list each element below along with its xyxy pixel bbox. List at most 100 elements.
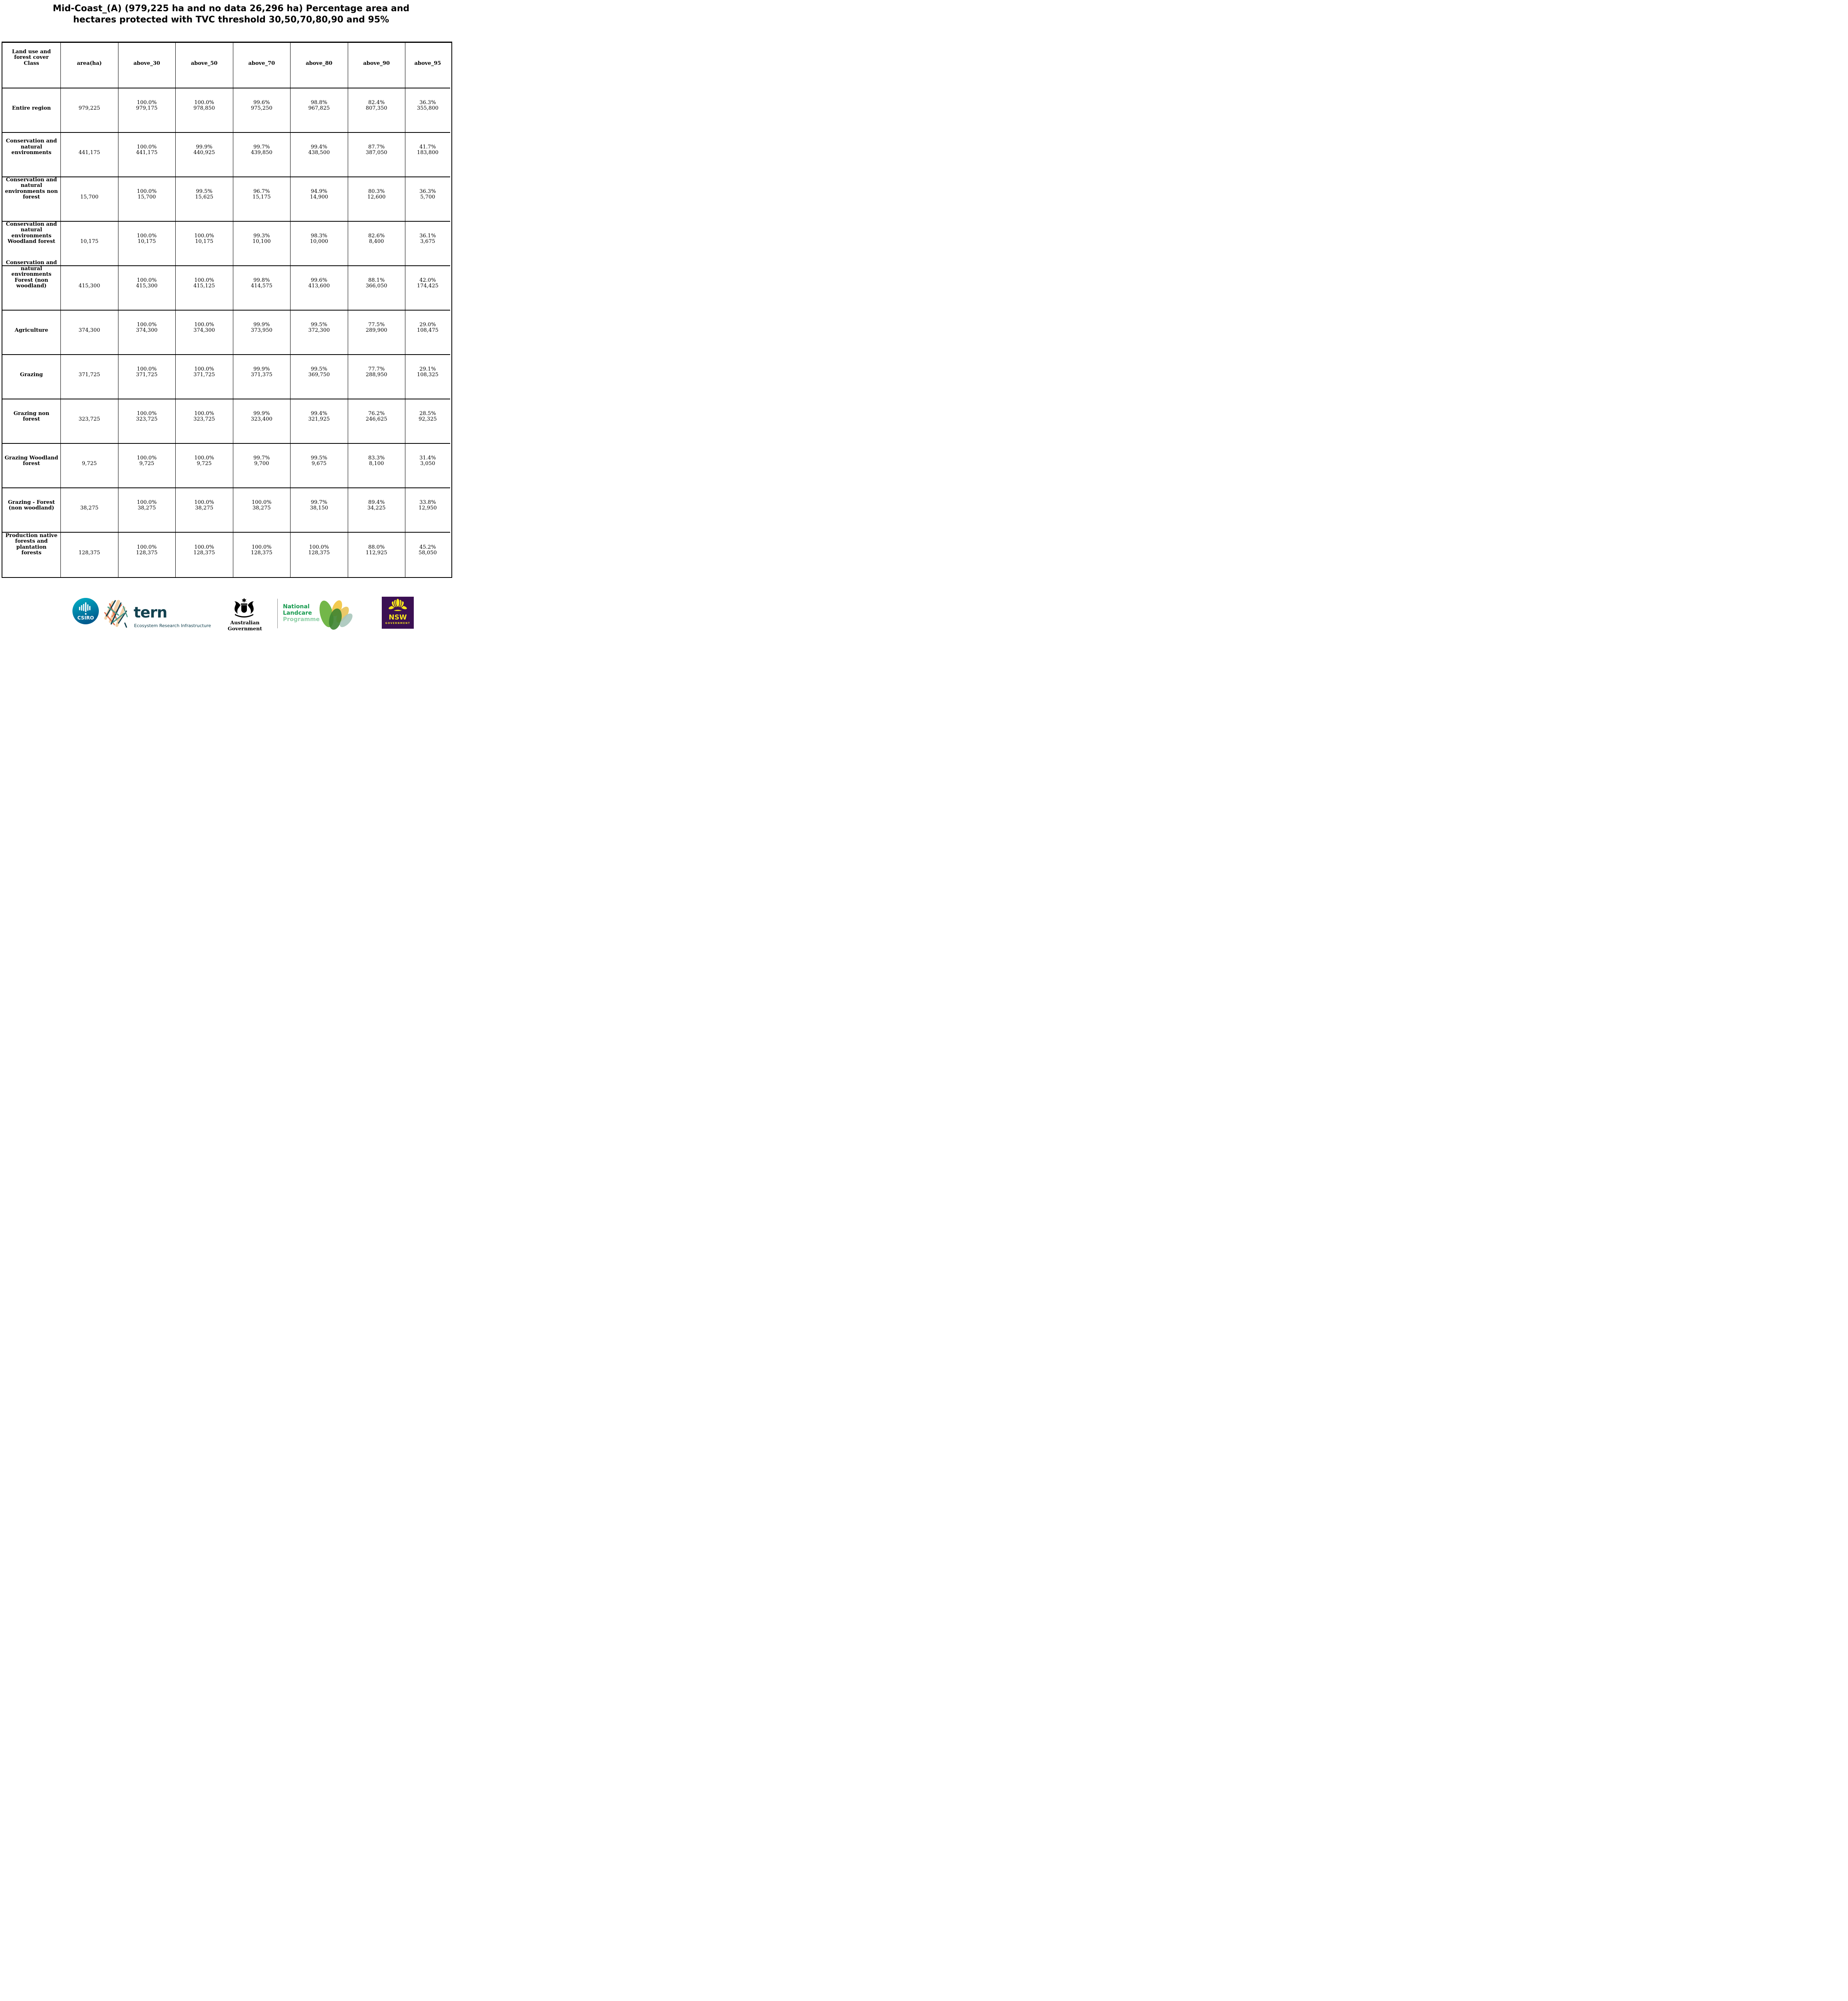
value-cell: 99.6% 975,250 (233, 88, 291, 133)
csiro-starburst-icon (79, 602, 90, 615)
column-header-above_95-text: above_95 (414, 60, 441, 66)
value-cell: 28.5% 92,325 (405, 399, 450, 444)
row-label-text: Production native forests and plantation… (5, 532, 58, 556)
value-cell-text: 82.4% 807,350 (365, 99, 387, 112)
value-cell: 31.4% 3,050 (405, 444, 450, 488)
value-cell: 89.4% 34,225 (348, 488, 405, 533)
area-cell: 38,275 (61, 488, 118, 533)
value-cell-text: 36.3% 355,800 (417, 99, 439, 112)
column-header-above_50-text: above_50 (190, 60, 218, 66)
value-cell: 100.0% 415,300 (118, 266, 176, 311)
value-cell-text: 36.3% 5,700 (419, 188, 436, 201)
value-cell: 100.0% 979,175 (118, 88, 176, 133)
value-cell-text: 77.7% 288,950 (365, 366, 387, 378)
value-cell: 29.1% 108,325 (405, 355, 450, 399)
area-cell-text: 371,725 (78, 372, 100, 378)
row-label: Production native forests and plantation… (2, 533, 61, 577)
value-cell-text: 100.0% 9,725 (136, 455, 157, 467)
row-label: Conservation and natural environments Wo… (2, 221, 61, 266)
landcare-line-1: National (283, 604, 310, 610)
area-cell-text: 441,175 (78, 150, 100, 156)
value-cell-text: 41.7% 183,800 (417, 144, 439, 156)
value-cell: 100.0% 371,725 (176, 355, 233, 399)
value-cell-text: 42.0% 174,425 (417, 277, 439, 289)
australian-government-label: Australian Government (228, 620, 262, 632)
tern-subtitle: Ecosystem Research Infrastructure (134, 623, 211, 628)
value-cell-text: 100.0% 374,300 (136, 321, 158, 334)
value-cell-text: 100.0% 371,725 (136, 366, 158, 378)
value-cell-text: 100.0% 38,275 (194, 499, 214, 511)
value-cell-text: 99.6% 413,600 (308, 277, 330, 289)
nsw-government-label: GOVERNMENT (385, 622, 411, 625)
australian-government-crest-icon (235, 598, 254, 618)
area-cell-text: 38,275 (80, 505, 99, 511)
row-label: Agriculture (2, 311, 61, 355)
value-cell: 36.1% 3,675 (405, 222, 450, 266)
column-header-area(ha)-text: area(ha) (77, 60, 102, 66)
column-header-class: Land use and forest cover Class (2, 43, 61, 88)
value-cell-text: 99.7% 9,700 (253, 455, 270, 467)
column-header-class-text: Land use and forest cover Class (12, 48, 51, 66)
value-cell-text: 99.9% 323,400 (251, 410, 273, 423)
area-cell: 128,375 (61, 533, 118, 577)
value-cell-text: 100.0% 128,375 (193, 544, 215, 556)
area-cell: 415,300 (61, 266, 118, 311)
area-cell: 374,300 (61, 311, 118, 355)
value-cell-text: 100.0% 415,125 (193, 277, 215, 289)
value-cell: 87.7% 387,050 (348, 133, 405, 177)
area-cell-text: 10,175 (80, 239, 99, 245)
area-cell-text: 979,225 (78, 105, 100, 112)
value-cell: 100.0% 323,725 (176, 399, 233, 444)
footer-divider (277, 599, 278, 628)
row-label: Grazing (2, 355, 61, 399)
value-cell-text: 94.9% 14,900 (310, 188, 329, 201)
value-cell-text: 100.0% 323,725 (136, 410, 158, 423)
value-cell: 99.7% 38,150 (291, 488, 348, 533)
value-cell: 100.0% 10,175 (176, 222, 233, 266)
row-label-text: Entire region (12, 105, 51, 112)
value-cell-text: 100.0% 38,275 (251, 499, 272, 511)
value-cell: 83.3% 8,100 (348, 444, 405, 488)
value-cell-text: 100.0% 9,725 (194, 455, 214, 467)
value-cell-text: 100.0% 323,725 (193, 410, 215, 423)
nsw-waratah-icon (389, 599, 407, 612)
landcare-line-3: Programme (283, 616, 320, 623)
nsw-wordmark: NSW (389, 614, 407, 622)
value-cell: 99.6% 413,600 (291, 266, 348, 311)
value-cell: 88.1% 366,050 (348, 266, 405, 311)
area-cell-text: 15,700 (80, 194, 99, 201)
row-label-text: Conservation and natural environments no… (5, 176, 58, 201)
value-cell-text: 100.0% 374,300 (193, 321, 215, 334)
row-label: Grazing - Forest (non woodland) (2, 488, 61, 533)
value-cell-text: 100.0% 38,275 (136, 499, 157, 511)
column-header-above_90-text: above_90 (363, 60, 390, 66)
column-header-above_50: above_50 (176, 43, 233, 88)
value-cell-text: 76.2% 246,625 (365, 410, 387, 423)
value-cell: 100.0% 441,175 (118, 133, 176, 177)
value-cell: 100.0% 374,300 (176, 311, 233, 355)
value-cell: 100.0% 38,275 (176, 488, 233, 533)
value-cell-text: 29.0% 108,475 (417, 321, 439, 334)
value-cell: 100.0% 10,175 (118, 222, 176, 266)
value-cell-text: 99.5% 15,625 (195, 188, 214, 201)
value-cell-text: 28.5% 92,325 (419, 410, 437, 423)
value-cell-text: 77.5% 289,900 (365, 321, 387, 334)
value-cell: 82.6% 8,400 (348, 222, 405, 266)
value-cell: 88.0% 112,925 (348, 533, 405, 577)
area-cell-text: 374,300 (78, 327, 100, 334)
value-cell: 99.5% 9,675 (291, 444, 348, 488)
value-cell-text: 96.7% 15,175 (253, 188, 271, 201)
value-cell: 100.0% 128,375 (118, 533, 176, 577)
value-cell-text: 100.0% 10,175 (136, 233, 157, 245)
area-cell: 9,725 (61, 444, 118, 488)
value-cell: 100.0% 9,725 (118, 444, 176, 488)
page-title: Mid-Coast_(A) (979,225 ha and no data 26… (52, 4, 410, 25)
value-cell: 98.3% 10,000 (291, 222, 348, 266)
value-cell: 99.5% 15,625 (176, 177, 233, 222)
csiro-wordmark: CSIRO (77, 615, 94, 621)
value-cell-text: 98.3% 10,000 (310, 233, 329, 245)
value-cell-text: 87.7% 387,050 (365, 144, 387, 156)
tern-wordmark: tern (134, 604, 167, 621)
value-cell-text: 99.6% 975,250 (251, 99, 273, 112)
value-cell-text: 99.7% 38,150 (310, 499, 329, 511)
